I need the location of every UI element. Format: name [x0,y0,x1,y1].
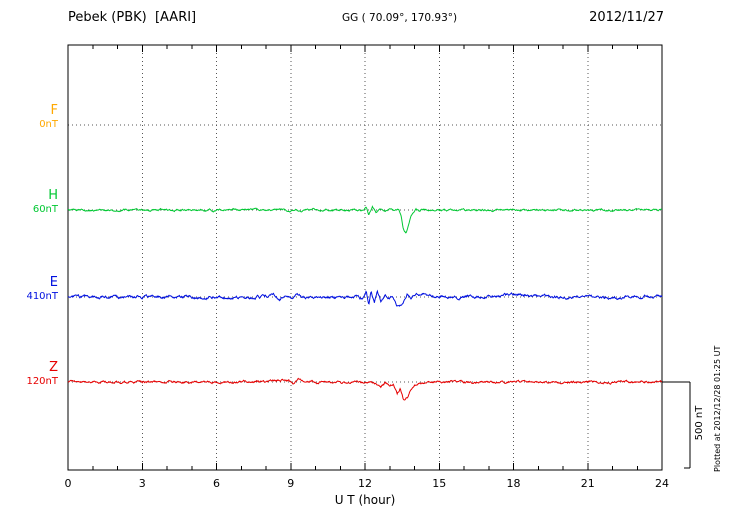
x-tick-label: 24 [655,477,669,490]
x-axis-tick-labels: 0 3 6 9 12 15 18 21 24 [0,477,730,491]
scale-bar-label: 500 nT [694,405,705,441]
x-tick-label: 21 [580,477,595,490]
series-baseline-value: 60nT [32,204,58,215]
series-baseline-value: 0nT [39,119,58,130]
series-baseline-value: 410nT [26,291,58,302]
x-tick-label: 6 [213,477,220,490]
series-label-Z: Z 120nT [0,361,58,388]
x-axis-label: U T (hour) [334,493,396,507]
trace-Z [67,377,663,401]
series-baseline-value: 120nT [26,376,58,387]
trace-E [67,289,663,307]
x-tick-label: 15 [432,477,447,490]
geographic-coordinates: GG ( 70.09°, 170.93°) [342,12,458,24]
x-tick-label: 18 [506,477,521,490]
observation-date: 2012/11/27 [589,10,664,25]
x-tick-label: 12 [358,477,372,490]
x-tick-label: 3 [138,477,146,490]
series-name: Z [49,360,58,375]
series-label-F: F 0nT [0,104,58,131]
plot-frame [67,44,663,471]
trace-H [67,205,663,234]
x-tick-label: 0 [64,477,72,490]
x-tick-label: 9 [287,477,295,490]
series-label-E: E 410nT [0,276,58,303]
series-label-H: H 60nT [0,189,58,216]
station-title: Pebek (PBK) [AARI] [68,10,197,25]
series-name: E [49,275,58,290]
series-name: F [50,103,58,118]
series-name: H [48,188,58,203]
plotted-at-note: Plotted at 2012/12/28 01:25 UT [713,345,722,472]
